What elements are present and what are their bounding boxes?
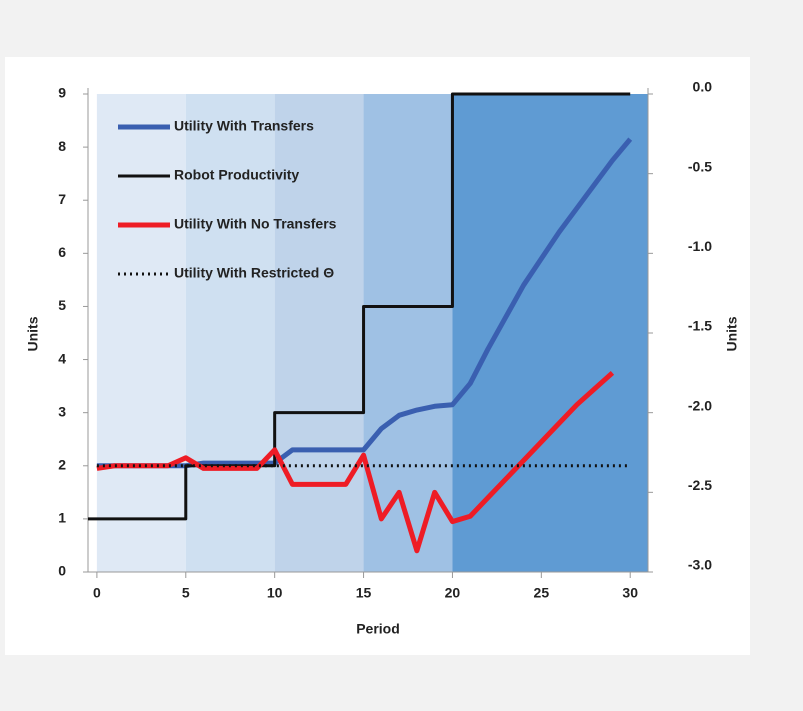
legend-label: Utility With Restricted Θ: [174, 265, 334, 281]
y-tick-label: 2: [58, 456, 66, 472]
shaded-period: [452, 94, 648, 572]
x-tick-label: 15: [356, 585, 372, 601]
series-line: [88, 92, 631, 521]
y2-tick-label: -2.0: [688, 397, 712, 413]
y-tick-label: 9: [58, 85, 66, 101]
y2-tick-label: -2.5: [688, 477, 712, 493]
x-tick-label: 0: [93, 585, 101, 601]
y2-tick-label: 0.0: [693, 79, 713, 95]
shaded-period: [363, 94, 453, 572]
y2-axis-label: Units: [724, 316, 740, 351]
x-tick-label: 10: [267, 585, 283, 601]
legend-label: Utility With Transfers: [174, 118, 314, 134]
y-axis-label: Units: [25, 316, 41, 351]
x-tick-label: 5: [182, 585, 190, 601]
y-tick-label: 0: [58, 563, 66, 579]
y-tick-label: 5: [58, 297, 66, 313]
series-line: [96, 370, 615, 554]
x-axis-label: Period: [356, 621, 400, 637]
y-tick-label: 1: [58, 510, 66, 526]
y2-tick-label: -3.0: [688, 557, 712, 573]
y-tick-label: 7: [58, 191, 66, 207]
y2-tick-label: -1.0: [688, 238, 712, 254]
shaded-period: [185, 94, 275, 572]
y-tick-label: 4: [58, 350, 66, 366]
y2-tick-label: -0.5: [688, 158, 712, 174]
legend-label: Utility With No Transfers: [174, 216, 337, 232]
y2-tick-label: -1.5: [688, 318, 712, 334]
legend-label: Robot Productivity: [174, 167, 299, 183]
y-tick-label: 8: [58, 138, 66, 154]
shaded-period: [274, 94, 364, 572]
x-tick-label: 20: [445, 585, 461, 601]
y-tick-label: 3: [58, 403, 66, 419]
x-tick-label: 25: [534, 585, 550, 601]
y-tick-label: 6: [58, 244, 66, 260]
x-tick-label: 30: [622, 585, 638, 601]
shaded-period: [96, 94, 186, 572]
